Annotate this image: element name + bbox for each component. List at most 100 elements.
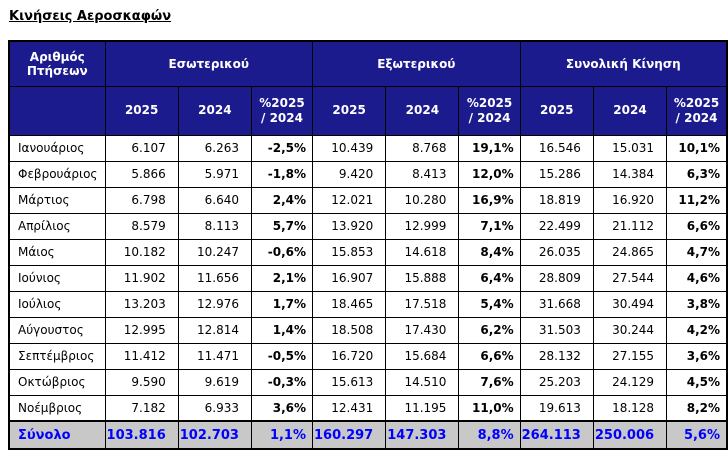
value-cell: 18.128	[592, 394, 668, 422]
value-cell: 16.546	[519, 134, 594, 162]
group-header-international: Εξωτερικού	[312, 40, 521, 87]
value-cell: 15.684	[385, 342, 460, 370]
value-cell: 160.297	[312, 420, 387, 450]
pct-cell: 6,3%	[666, 160, 728, 188]
pct-cell: 7,6%	[458, 368, 521, 396]
page-title: Κινήσεις Αεροσκαφών	[9, 9, 172, 24]
value-cell: 15.853	[312, 238, 387, 266]
value-cell: 12.976	[177, 290, 252, 318]
value-cell: 15.888	[385, 264, 460, 292]
group-header-domestic: Εσωτερικού	[104, 40, 314, 87]
value-cell: 19.613	[519, 394, 594, 422]
pct-cell: 5,6%	[666, 420, 728, 450]
pct-cell: 7,1%	[458, 212, 521, 240]
sub-header-row: 2025 2024 %2025 / 2024 2025 2024 %2025 /…	[8, 85, 728, 136]
pct-cell: 2,1%	[250, 264, 314, 292]
pct-cell: -1,8%	[250, 160, 314, 188]
pct-cell: 8,2%	[666, 394, 728, 422]
value-cell: 10.439	[312, 134, 387, 162]
aircraft-movements-table: Αριθμός Πτήσεων Εσωτερικού Εξωτερικού Συ…	[8, 40, 728, 450]
value-cell: 264.113	[519, 420, 594, 450]
value-cell: 24.865	[592, 238, 668, 266]
table-body: Ιανουάριος 6.107 6.263 -2,5% 10.439 8.768 19,1…	[8, 134, 728, 450]
value-cell: 21.112	[592, 212, 668, 240]
value-cell: 10.247	[177, 238, 252, 266]
corner-empty-cell	[8, 85, 106, 136]
pct-cell: 6,6%	[458, 342, 521, 370]
value-cell: 10.182	[104, 238, 179, 266]
value-cell: 250.006	[592, 420, 668, 450]
month-label: Ιούνιος	[8, 264, 106, 292]
pct-cell: 3,6%	[666, 342, 728, 370]
value-cell: 15.286	[519, 160, 594, 188]
value-cell: 6.107	[104, 134, 179, 162]
value-cell: 9.590	[104, 368, 179, 396]
value-cell: 8.413	[385, 160, 460, 188]
pct-cell: 4,7%	[666, 238, 728, 266]
pct-cell: 6,6%	[666, 212, 728, 240]
month-label: Σεπτέμβριος	[8, 342, 106, 370]
value-cell: 22.499	[519, 212, 594, 240]
month-label: Μάιος	[8, 238, 106, 266]
month-label: Φεβρουάριος	[8, 160, 106, 188]
value-cell: 31.668	[519, 290, 594, 318]
month-label: Νοέμβριος	[8, 394, 106, 422]
table-row: Σεπτέμβριος 11.412 11.471 -0,5% 16.720 15.684…	[8, 342, 728, 370]
group-header-row: Αριθμός Πτήσεων Εσωτερικού Εξωτερικού Συ…	[8, 40, 728, 87]
value-cell: 6.263	[177, 134, 252, 162]
total-pct-header: %2025 / 2024	[666, 85, 728, 136]
value-cell: 102.703	[177, 420, 252, 450]
month-label: Οκτώβριος	[8, 368, 106, 396]
pct-cell: 16,9%	[458, 186, 521, 214]
value-cell: 8.113	[177, 212, 252, 240]
value-cell: 16.907	[312, 264, 387, 292]
table-row: Ιούνιος 11.902 11.656 2,1% 16.907 15.888 6,4% 2…	[8, 264, 728, 292]
pct-cell: -0,3%	[250, 368, 314, 396]
domestic-pct-header: %2025 / 2024	[250, 85, 314, 136]
table-row: Μάρτιος 6.798 6.640 2,4% 12.021 10.280 16,9% 18…	[8, 186, 728, 214]
value-cell: 7.182	[104, 394, 179, 422]
international-2025-header: 2025	[312, 85, 387, 136]
pct-cell: 5,4%	[458, 290, 521, 318]
value-cell: 25.203	[519, 368, 594, 396]
value-cell: 11.412	[104, 342, 179, 370]
pct-cell: 3,6%	[250, 394, 314, 422]
pct-cell: 8,4%	[458, 238, 521, 266]
value-cell: 11.471	[177, 342, 252, 370]
value-cell: 6.640	[177, 186, 252, 214]
pct-cell: 11,2%	[666, 186, 728, 214]
value-cell: 12.021	[312, 186, 387, 214]
group-header-total-movement: Συνολική Κίνηση	[519, 40, 728, 87]
value-cell: 18.819	[519, 186, 594, 214]
pct-cell: 5,7%	[250, 212, 314, 240]
international-2024-header: 2024	[385, 85, 460, 136]
pct-cell: 4,6%	[666, 264, 728, 292]
table-row: Μάιος 10.182 10.247 -0,6% 15.853 14.618 8,4% 26…	[8, 238, 728, 266]
table-header: Αριθμός Πτήσεων Εσωτερικού Εξωτερικού Συ…	[8, 40, 728, 136]
pct-cell: 1,4%	[250, 316, 314, 344]
pct-cell: 3,8%	[666, 290, 728, 318]
value-cell: 16.920	[592, 186, 668, 214]
value-cell: 30.494	[592, 290, 668, 318]
value-cell: 28.132	[519, 342, 594, 370]
value-cell: 12.999	[385, 212, 460, 240]
value-cell: 11.902	[104, 264, 179, 292]
value-cell: 12.814	[177, 316, 252, 344]
table-row: Απρίλιος 8.579 8.113 5,7% 13.920 12.999 7,1% 22…	[8, 212, 728, 240]
value-cell: 8.579	[104, 212, 179, 240]
value-cell: 30.244	[592, 316, 668, 344]
value-cell: 26.035	[519, 238, 594, 266]
value-cell: 15.031	[592, 134, 668, 162]
value-cell: 147.303	[385, 420, 460, 450]
total-2024-header: 2024	[592, 85, 668, 136]
total-2025-header: 2025	[519, 85, 594, 136]
pct-cell: 1,7%	[250, 290, 314, 318]
value-cell: 27.544	[592, 264, 668, 292]
value-cell: 27.155	[592, 342, 668, 370]
table-row: Ιούλιος 13.203 12.976 1,7% 18.465 17.518 5,4% 3…	[8, 290, 728, 318]
pct-cell: 19,1%	[458, 134, 521, 162]
value-cell: 9.619	[177, 368, 252, 396]
month-label: Ιούλιος	[8, 290, 106, 318]
value-cell: 8.768	[385, 134, 460, 162]
table-row: Αύγουστος 12.995 12.814 1,4% 18.508 17.430 6,2…	[8, 316, 728, 344]
